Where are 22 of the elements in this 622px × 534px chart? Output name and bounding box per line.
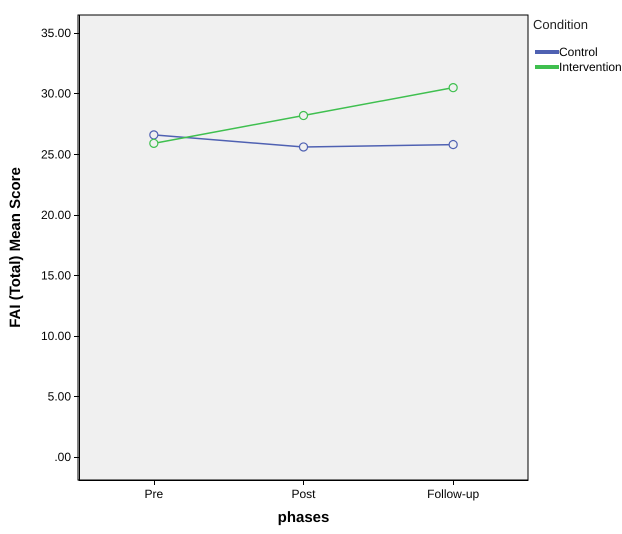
point (298, 142, 308, 152)
y-tick-label: 5.00 (48, 389, 72, 404)
y-tick-label: 35.00 (40, 26, 72, 40)
legend-label: Control (559, 45, 598, 59)
x-tick-label: Follow-up (427, 487, 480, 501)
y-tick-label: 10.00 (40, 328, 72, 343)
point (448, 140, 458, 150)
y-tick-label: 25.00 (40, 147, 72, 162)
y-tick-label: 15.00 (40, 268, 72, 282)
y-tick-label: 20.00 (40, 208, 72, 222)
point (448, 83, 458, 92)
y-tick-label: 30.00 (40, 86, 72, 101)
y-tick-label: .00 (54, 450, 72, 464)
legend-title: Condition (533, 17, 588, 32)
y-axis-title: FAI (Total) Mean Score (7, 167, 24, 328)
x-axis-title: phases (278, 509, 330, 526)
point (298, 110, 308, 120)
x-tick-label: Post (291, 487, 316, 501)
x-tick-label: Pre (144, 487, 164, 501)
legend-label: Intervention (559, 60, 622, 74)
point (149, 130, 158, 140)
point (149, 138, 158, 148)
